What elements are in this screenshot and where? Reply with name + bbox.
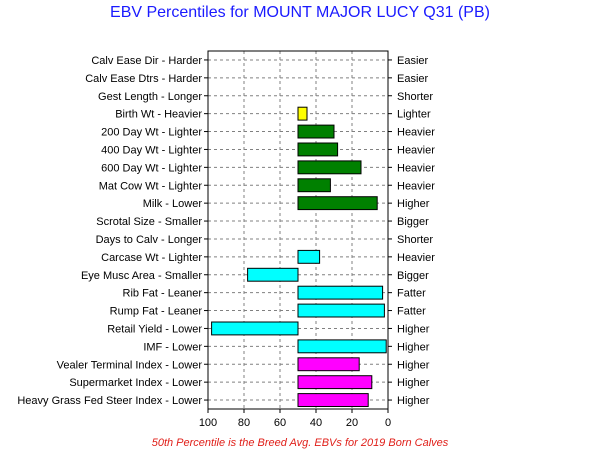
row-left-label: Scrotal Size - Smaller (96, 216, 202, 228)
bar-400-day-wt-lighter (297, 142, 339, 157)
row-right-label: Fatter (397, 306, 426, 318)
x-tick-label: 20 (346, 417, 358, 429)
row-right-label: Bigger (397, 216, 429, 228)
row-right-label: Higher (397, 341, 430, 353)
bar-supermarket-index-lower (297, 375, 373, 390)
row-right-label: Higher (397, 359, 430, 371)
row-left-label: IMF - Lower (143, 341, 202, 353)
grid-layer (208, 51, 388, 409)
row-right-label: Fatter (397, 288, 426, 300)
chart-footnote: 50th Percentile is the Breed Avg. EBVs f… (151, 437, 449, 449)
plot-frame (207, 50, 389, 410)
row-left-label: Retail Yield - Lower (107, 323, 202, 335)
bar-retail-yield-lower (211, 321, 299, 336)
row-right-label: Heavier (397, 144, 435, 156)
bar-rib-fat-leaner (297, 285, 384, 300)
row-left-label: 600 Day Wt - Lighter (101, 162, 202, 174)
bar-600-day-wt-lighter (297, 160, 362, 175)
row-right-label: Heavier (397, 252, 435, 264)
bar-mat-cow-wt-lighter (297, 178, 331, 193)
row-left-label: Gest Length - Longer (98, 91, 202, 103)
row-left-label: Carcase Wt - Lighter (101, 252, 202, 264)
row-left-label: Rib Fat - Leaner (123, 288, 203, 300)
row-right-label: Lighter (397, 109, 431, 121)
row-left-label: 400 Day Wt - Lighter (101, 144, 202, 156)
row-left-label: Calv Ease Dtrs - Harder (85, 73, 202, 85)
row-left-label: Birth Wt - Heavier (115, 109, 202, 121)
row-left-label: Days to Calv - Longer (96, 234, 203, 246)
bar-imf-lower (297, 339, 387, 354)
bar-birth-wt-heavier (297, 106, 308, 121)
row-left-label: Calv Ease Dir - Harder (91, 55, 202, 67)
row-right-label: Heavier (397, 180, 435, 192)
bar-milk-lower (297, 196, 378, 211)
chart-title: EBV Percentiles for MOUNT MAJOR LUCY Q31… (110, 4, 490, 21)
row-left-label: Supermarket Index - Lower (69, 377, 202, 389)
bar-heavy-grass-fed-steer-index-lower (297, 393, 369, 407)
row-right-label: Heavier (397, 162, 435, 174)
bar-rump-fat-leaner (297, 303, 385, 318)
row-left-label: Milk - Lower (143, 198, 203, 210)
row-left-label: Vealer Terminal Index - Lower (57, 359, 203, 371)
label-layer: 100 80 60 40 20 0 Calv Ease Dir - Harder Easier… (17, 55, 435, 429)
bar-vealer-terminal-index-lower (297, 357, 360, 372)
row-right-label: Heavier (397, 127, 435, 139)
row-right-label: Higher (397, 395, 430, 407)
bar-layer (211, 106, 387, 407)
row-left-label: Heavy Grass Fed Steer Index - Lower (17, 395, 202, 407)
row-left-label: Eye Musc Area - Smaller (81, 270, 202, 282)
row-right-label: Shorter (397, 234, 433, 246)
x-tick-label: 0 (385, 417, 391, 429)
row-right-label: Higher (397, 377, 430, 389)
x-tick-label: 80 (238, 417, 250, 429)
row-left-label: 200 Day Wt - Lighter (101, 127, 202, 139)
bar-carcase-wt-lighter (297, 249, 321, 264)
row-right-label: Easier (397, 73, 429, 85)
bar-eye-musc-area-smaller (247, 267, 299, 282)
x-tick-label: 40 (310, 417, 322, 429)
row-left-label: Rump Fat - Leaner (110, 306, 203, 318)
x-tick-label: 60 (274, 417, 286, 429)
x-tick-label: 100 (199, 417, 217, 429)
row-left-label: Mat Cow Wt - Lighter (99, 180, 203, 192)
row-right-label: Shorter (397, 91, 433, 103)
row-right-label: Higher (397, 198, 430, 210)
bar-200-day-wt-lighter (297, 124, 335, 139)
row-right-label: Higher (397, 323, 430, 335)
row-right-label: Bigger (397, 270, 429, 282)
row-right-label: Easier (397, 55, 429, 67)
